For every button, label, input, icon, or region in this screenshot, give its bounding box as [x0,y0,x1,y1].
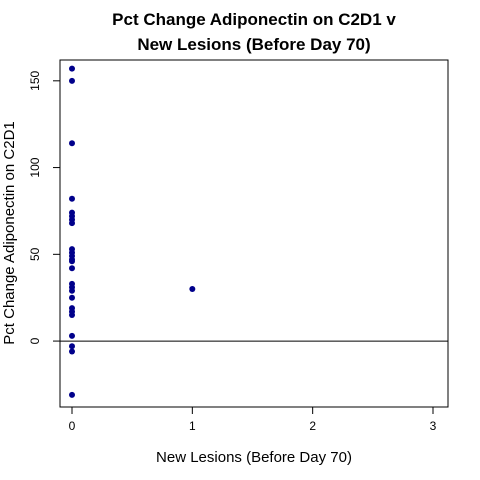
data-point [69,65,75,72]
x-tick-label: 3 [430,419,437,433]
data-point [69,140,75,147]
data-point [69,348,75,355]
y-tick-label: 100 [28,157,42,177]
data-point [69,265,75,272]
x-axis-label: New Lesions (Before Day 70) [156,449,352,466]
data-point [69,391,75,398]
data-point [189,286,196,293]
plot-frame [59,59,449,408]
data-point [69,312,75,319]
data-point [69,258,75,265]
x-tick-label: 1 [189,419,196,433]
x-tick-label: 0 [69,419,76,433]
data-point [69,77,75,84]
x-axis: 0 1 2 3 [69,406,437,433]
x-tick-label: 2 [309,419,316,433]
data-point [69,287,75,294]
data-point [69,294,75,301]
y-tick-label: 0 [28,337,42,344]
y-tick-label: 150 [28,70,42,90]
chart-title-line-1: Pct Change Adiponectin on C2D1 v [112,10,396,29]
y-axis: 0 50 100 150 [28,70,61,344]
y-tick-label: 50 [28,247,42,261]
data-point [69,220,75,227]
data-point [69,332,75,339]
chart-title-line-2: New Lesions (Before Day 70) [137,35,370,54]
data-point [69,195,75,202]
y-axis-label: Pct Change Adiponectin on C2D1 [1,121,18,344]
data-point [69,343,75,350]
data-points [69,65,196,398]
